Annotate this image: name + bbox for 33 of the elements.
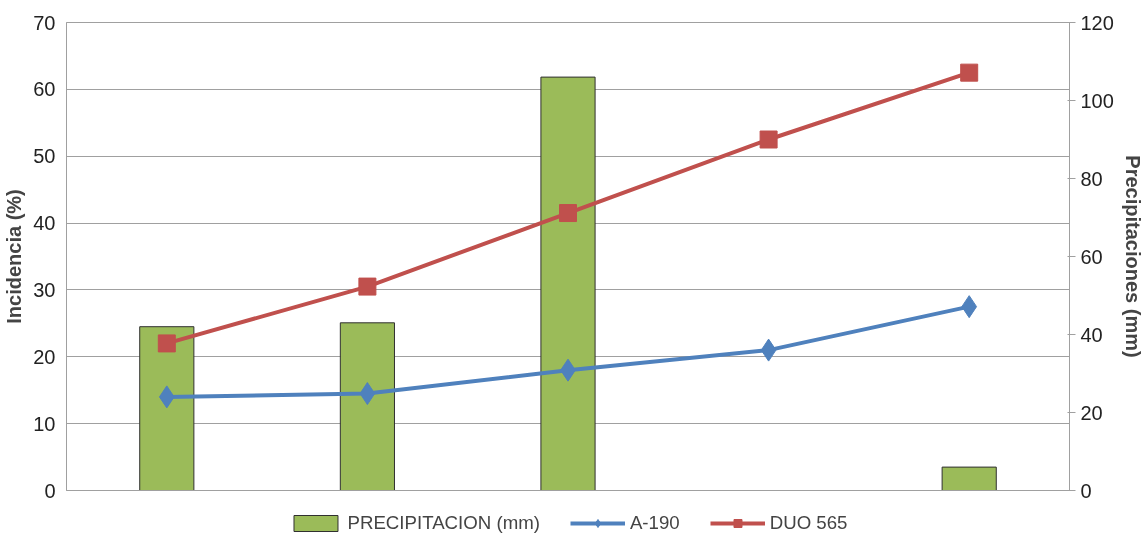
y2-tick-label: 80 xyxy=(1080,167,1103,190)
bar xyxy=(941,466,997,491)
y2-tick-label: 60 xyxy=(1080,245,1103,268)
y2-tick-label: 0 xyxy=(1080,479,1092,502)
y-axis-title: Incidencia (%) xyxy=(3,189,26,324)
point xyxy=(157,334,176,353)
y2-tick-label: 40 xyxy=(1080,323,1103,346)
y-tick-label: 20 xyxy=(33,345,56,368)
y2-tick-label: 100 xyxy=(1080,89,1114,112)
y2-tick-label: 20 xyxy=(1080,401,1103,424)
point xyxy=(960,63,979,82)
point xyxy=(759,130,778,149)
point xyxy=(559,204,577,223)
point xyxy=(158,385,175,409)
y-tick-label: 40 xyxy=(33,212,56,235)
y-tick-label: 10 xyxy=(33,412,56,435)
y2-axis-title: Precipitaciones (mm) xyxy=(1121,155,1144,358)
y-tick-label: 70 xyxy=(33,11,56,34)
legend-label: PRECIPITACION (mm) xyxy=(347,511,540,534)
point xyxy=(358,277,377,296)
y-tick-label: 60 xyxy=(33,78,56,101)
bar xyxy=(139,326,195,491)
y-tick-label: 50 xyxy=(33,145,56,168)
legend-label: A-190 xyxy=(629,511,680,534)
legend-label: DUO 565 xyxy=(769,511,848,534)
point xyxy=(359,382,376,406)
point xyxy=(961,295,978,319)
y2-tick-label: 120 xyxy=(1080,11,1114,34)
bar xyxy=(540,76,596,491)
point xyxy=(760,338,777,362)
bar xyxy=(339,322,395,491)
y-tick-label: 0 xyxy=(44,479,56,502)
y-tick-label: 30 xyxy=(33,278,56,301)
